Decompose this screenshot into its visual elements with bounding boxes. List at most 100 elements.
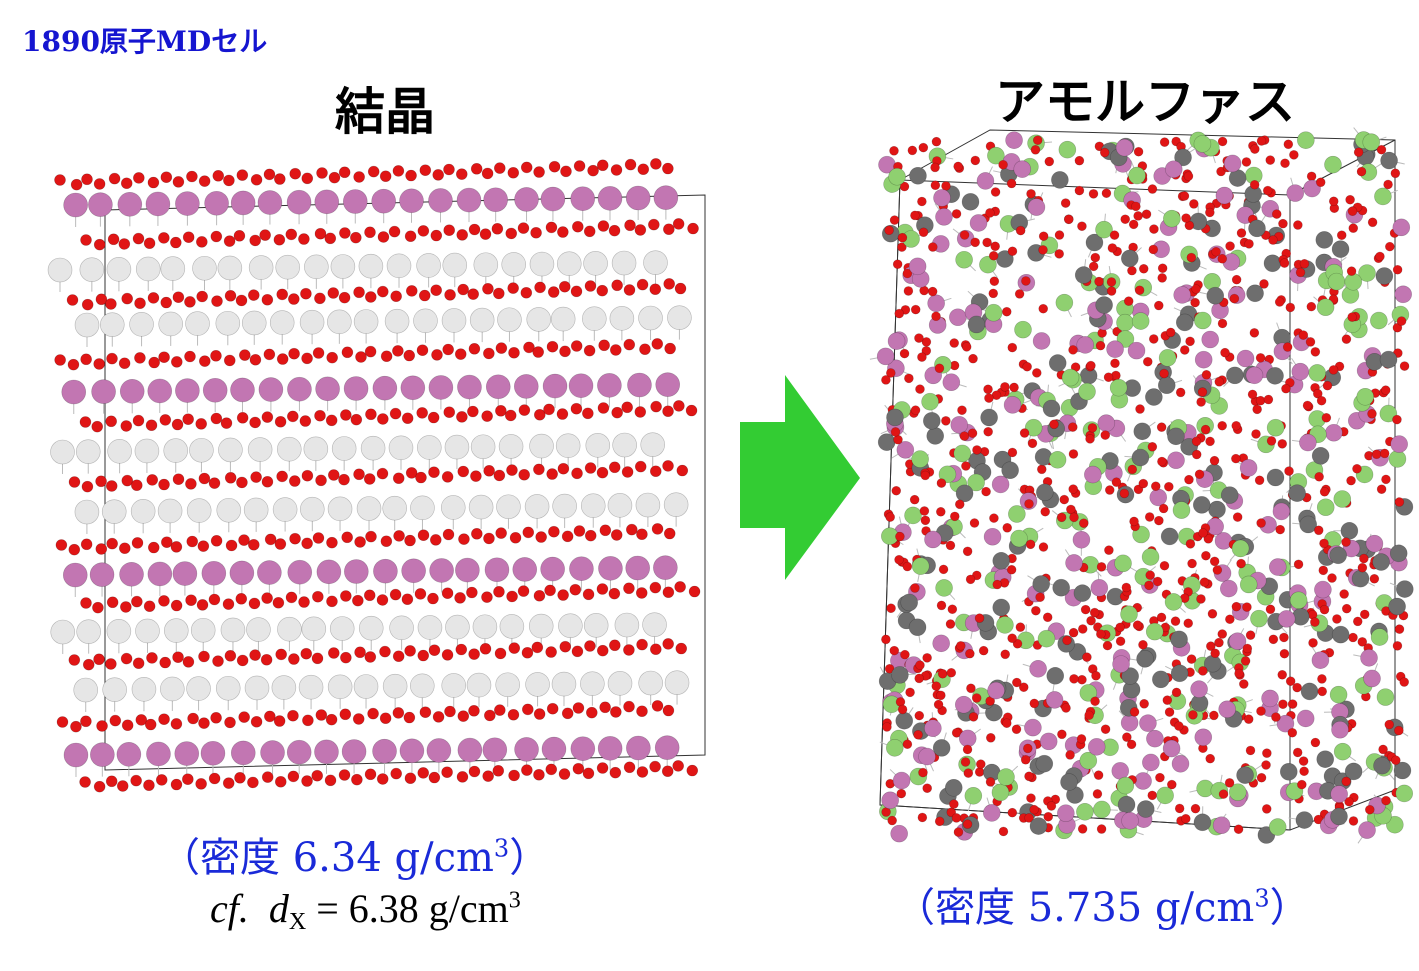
atom (981, 486, 991, 497)
atom (1061, 703, 1071, 713)
atom (263, 348, 276, 361)
atom (974, 767, 985, 777)
atom (573, 160, 586, 172)
atom (1117, 795, 1136, 814)
atom (1333, 490, 1352, 508)
atom (1058, 140, 1077, 159)
atom (119, 561, 144, 587)
atom (945, 619, 956, 629)
atom (582, 767, 595, 780)
atom (1186, 654, 1197, 664)
atom (582, 588, 595, 601)
atom (1315, 177, 1326, 188)
atom (353, 674, 379, 699)
atom (558, 280, 571, 293)
atom (598, 339, 610, 352)
atom (1252, 404, 1262, 415)
atom (570, 402, 583, 415)
atom (1031, 605, 1041, 616)
atom (324, 232, 337, 245)
atom (82, 658, 95, 671)
atom (1046, 666, 1065, 685)
atom (1100, 430, 1111, 440)
atom (301, 469, 314, 482)
atom (109, 714, 122, 727)
atom (1256, 706, 1266, 716)
atom (1141, 548, 1160, 566)
atom (891, 485, 902, 496)
atom (344, 559, 369, 584)
atom (158, 713, 170, 726)
atom (1317, 686, 1328, 697)
atom (129, 311, 154, 337)
atom (1278, 218, 1288, 229)
atom (910, 210, 920, 221)
atom (1091, 670, 1101, 681)
sup: 3 (508, 887, 521, 914)
atom (890, 824, 908, 843)
atom (160, 171, 173, 183)
atom (1390, 435, 1408, 453)
atom (365, 408, 377, 421)
atom (399, 738, 425, 764)
atom (1348, 816, 1359, 826)
atom (1196, 594, 1206, 604)
atom (887, 815, 897, 826)
atom (584, 280, 597, 292)
atom (74, 499, 100, 525)
atom (1242, 643, 1253, 654)
atom (892, 771, 911, 790)
atom (910, 583, 920, 593)
atom (340, 590, 352, 602)
atom (672, 760, 684, 772)
atom (1219, 579, 1238, 598)
atom (416, 344, 429, 357)
atom (130, 498, 156, 524)
atom (275, 648, 287, 661)
atom (597, 373, 622, 398)
atom (982, 804, 1001, 822)
atom (1181, 213, 1191, 223)
atom (1209, 710, 1219, 721)
atom (1157, 263, 1168, 274)
atom (1231, 420, 1242, 431)
atom (235, 294, 248, 307)
atom (1007, 633, 1017, 644)
atom (414, 588, 427, 600)
atom (468, 342, 481, 355)
atom (902, 268, 913, 279)
atom (218, 437, 243, 463)
atom (1328, 365, 1339, 375)
atom (662, 704, 675, 717)
atom (1148, 334, 1159, 344)
atom (135, 618, 160, 644)
atom (249, 649, 261, 661)
atom (91, 379, 116, 404)
atom (325, 713, 338, 726)
atom (1268, 634, 1279, 645)
atom (623, 761, 636, 774)
atom (1129, 707, 1140, 717)
atom (546, 340, 559, 353)
atom (1299, 433, 1317, 452)
atom (1256, 136, 1267, 146)
atom (1042, 399, 1061, 418)
atom (392, 650, 405, 663)
atom (325, 414, 338, 427)
atom (1311, 651, 1330, 669)
atom (95, 293, 108, 306)
atom (932, 634, 950, 653)
atom (610, 164, 623, 176)
atom (895, 531, 905, 542)
atom (247, 776, 259, 789)
atom (528, 613, 554, 639)
atom (79, 416, 92, 428)
atom (1104, 485, 1115, 495)
atom (1261, 689, 1279, 708)
atom (171, 418, 184, 431)
atom (208, 772, 221, 785)
atom (507, 708, 520, 721)
atom (146, 474, 159, 486)
atom (934, 816, 945, 827)
atom (224, 649, 237, 662)
